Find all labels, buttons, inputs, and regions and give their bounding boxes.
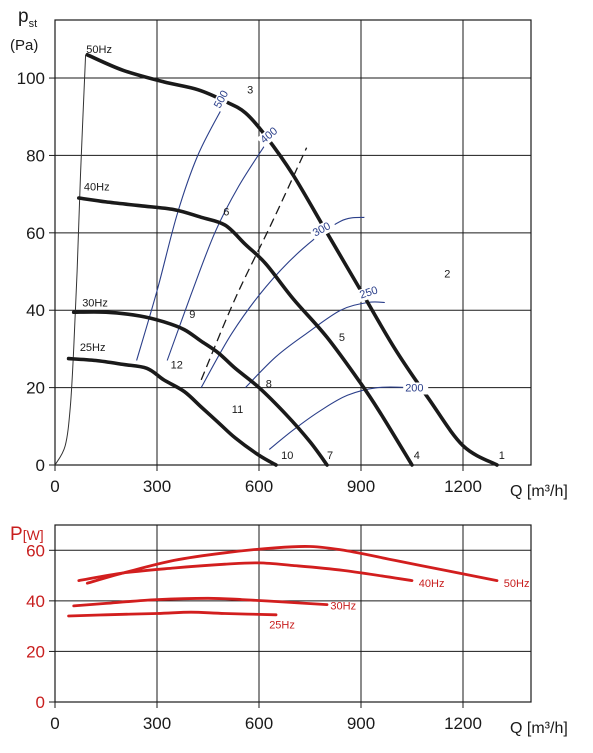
fan-curve-label-40Hz: 40Hz: [84, 181, 110, 193]
operating-point-label-6: 6: [223, 206, 229, 218]
pressure-x-axis-label: Q [m³/h]: [510, 483, 568, 500]
power-x-ticks: 0 300 600 900 1200: [50, 702, 482, 733]
pressure-x-ticks: 0 300 600 900 1200: [50, 465, 482, 496]
power-label-40Hz: 40Hz: [419, 578, 445, 590]
power-y-tick-label: 40: [26, 592, 45, 611]
fan-curve-50Hz: [85, 53, 499, 467]
startup-curve: [54, 54, 87, 466]
power-x-tick-label: 300: [143, 714, 171, 733]
operating-point-label-4: 4: [414, 450, 420, 462]
pressure-x-tick-label: 0: [50, 477, 59, 496]
operating-point-label-11: 11: [232, 404, 243, 416]
operating-point-label-2: 2: [444, 268, 450, 280]
dashed-curve: [200, 147, 308, 381]
pressure-y-tick-label: 100: [17, 69, 45, 88]
operating-point-label-9: 9: [189, 309, 195, 321]
fan-curve-label-25Hz: 25Hz: [80, 342, 106, 354]
power-plot-frame: [54, 524, 532, 703]
operating-point-label-5: 5: [339, 332, 345, 344]
system-curve-200: [268, 386, 413, 450]
pressure-x-tick-label: 300: [143, 477, 171, 496]
power-series: [67, 544, 499, 618]
power-label-30Hz: 30Hz: [330, 601, 356, 613]
system-label-bg: [356, 282, 384, 303]
power-label-25Hz: 25Hz: [269, 620, 295, 632]
fan-curves: [66, 53, 499, 467]
power-y-tick-label: 20: [26, 642, 45, 661]
pressure-y-tick-label: 60: [26, 224, 45, 243]
power-x-tick-label: 0: [50, 714, 59, 733]
fan-curve-25Hz: [66, 356, 278, 467]
system-curve-250: [245, 301, 385, 388]
power-y-ticks: 0 20 40 60: [26, 541, 55, 712]
fan-curve-30Hz: [71, 310, 329, 467]
fan-curve-label-30Hz: 30Hz: [82, 297, 108, 309]
operating-point-label-10: 10: [281, 450, 293, 462]
pressure-y-tick-label: 20: [26, 379, 45, 398]
pressure-y-tick-label: 80: [26, 146, 45, 165]
pressure-y-tick-label: 0: [36, 456, 45, 475]
power-line-50Hz: [85, 544, 499, 585]
power-y-axis-label: P[W]: [10, 524, 44, 545]
system-curve-400: [166, 143, 267, 361]
power-line-30Hz: [72, 596, 329, 608]
operating-point-label-1: 1: [499, 450, 505, 462]
dashed-curve-line: [200, 147, 308, 381]
power-x-axis-label: Q [m³/h]: [510, 720, 568, 737]
operating-point-label-8: 8: [266, 379, 272, 391]
pressure-plot-frame: [54, 19, 532, 466]
power-y-tick-label: 60: [26, 541, 45, 560]
power-line-40Hz: [77, 561, 414, 582]
power-x-tick-label: 1200: [444, 714, 482, 733]
pressure-x-tick-label: 600: [245, 477, 273, 496]
power-series-labels: 50Hz 40Hz 30Hz 25Hz: [269, 578, 529, 632]
pressure-y-axis-label: pst: [18, 6, 37, 30]
pressure-y-axis-unit: (Pa): [10, 37, 38, 54]
system-label-bg: [309, 217, 337, 241]
system-curve-500: [136, 108, 223, 361]
operating-point-label-7: 7: [327, 450, 333, 462]
pressure-grid: [55, 20, 531, 465]
operating-point-label-12: 12: [171, 359, 183, 371]
pressure-y-tick-label: 40: [26, 301, 45, 320]
power-x-tick-label: 900: [347, 714, 375, 733]
power-x-tick-label: 600: [245, 714, 273, 733]
system-curve-label-200: 200: [405, 382, 423, 394]
pressure-x-tick-label: 900: [347, 477, 375, 496]
curve-labels: 50Hz40Hz30Hz25Hz500400300250200123456789…: [80, 44, 505, 462]
system-curve-300: [200, 216, 365, 388]
pressure-y-ticks: 0 20 40 60 80 100: [17, 69, 55, 475]
power-label-50Hz: 50Hz: [504, 578, 530, 590]
system-label-bg: [403, 382, 429, 395]
fan-curve-label-50Hz: 50Hz: [86, 44, 112, 56]
startup-curve-line: [54, 54, 87, 466]
system-label-bg: [256, 122, 284, 148]
power-line-25Hz: [67, 610, 278, 618]
fan-curve-40Hz: [77, 196, 414, 467]
operating-point-label-3: 3: [247, 85, 253, 97]
power-y-tick-label: 0: [36, 693, 45, 712]
system-label-bg: [211, 84, 234, 113]
system-curve-label-250: 250: [358, 284, 379, 301]
pressure-x-tick-label: 1200: [444, 477, 482, 496]
